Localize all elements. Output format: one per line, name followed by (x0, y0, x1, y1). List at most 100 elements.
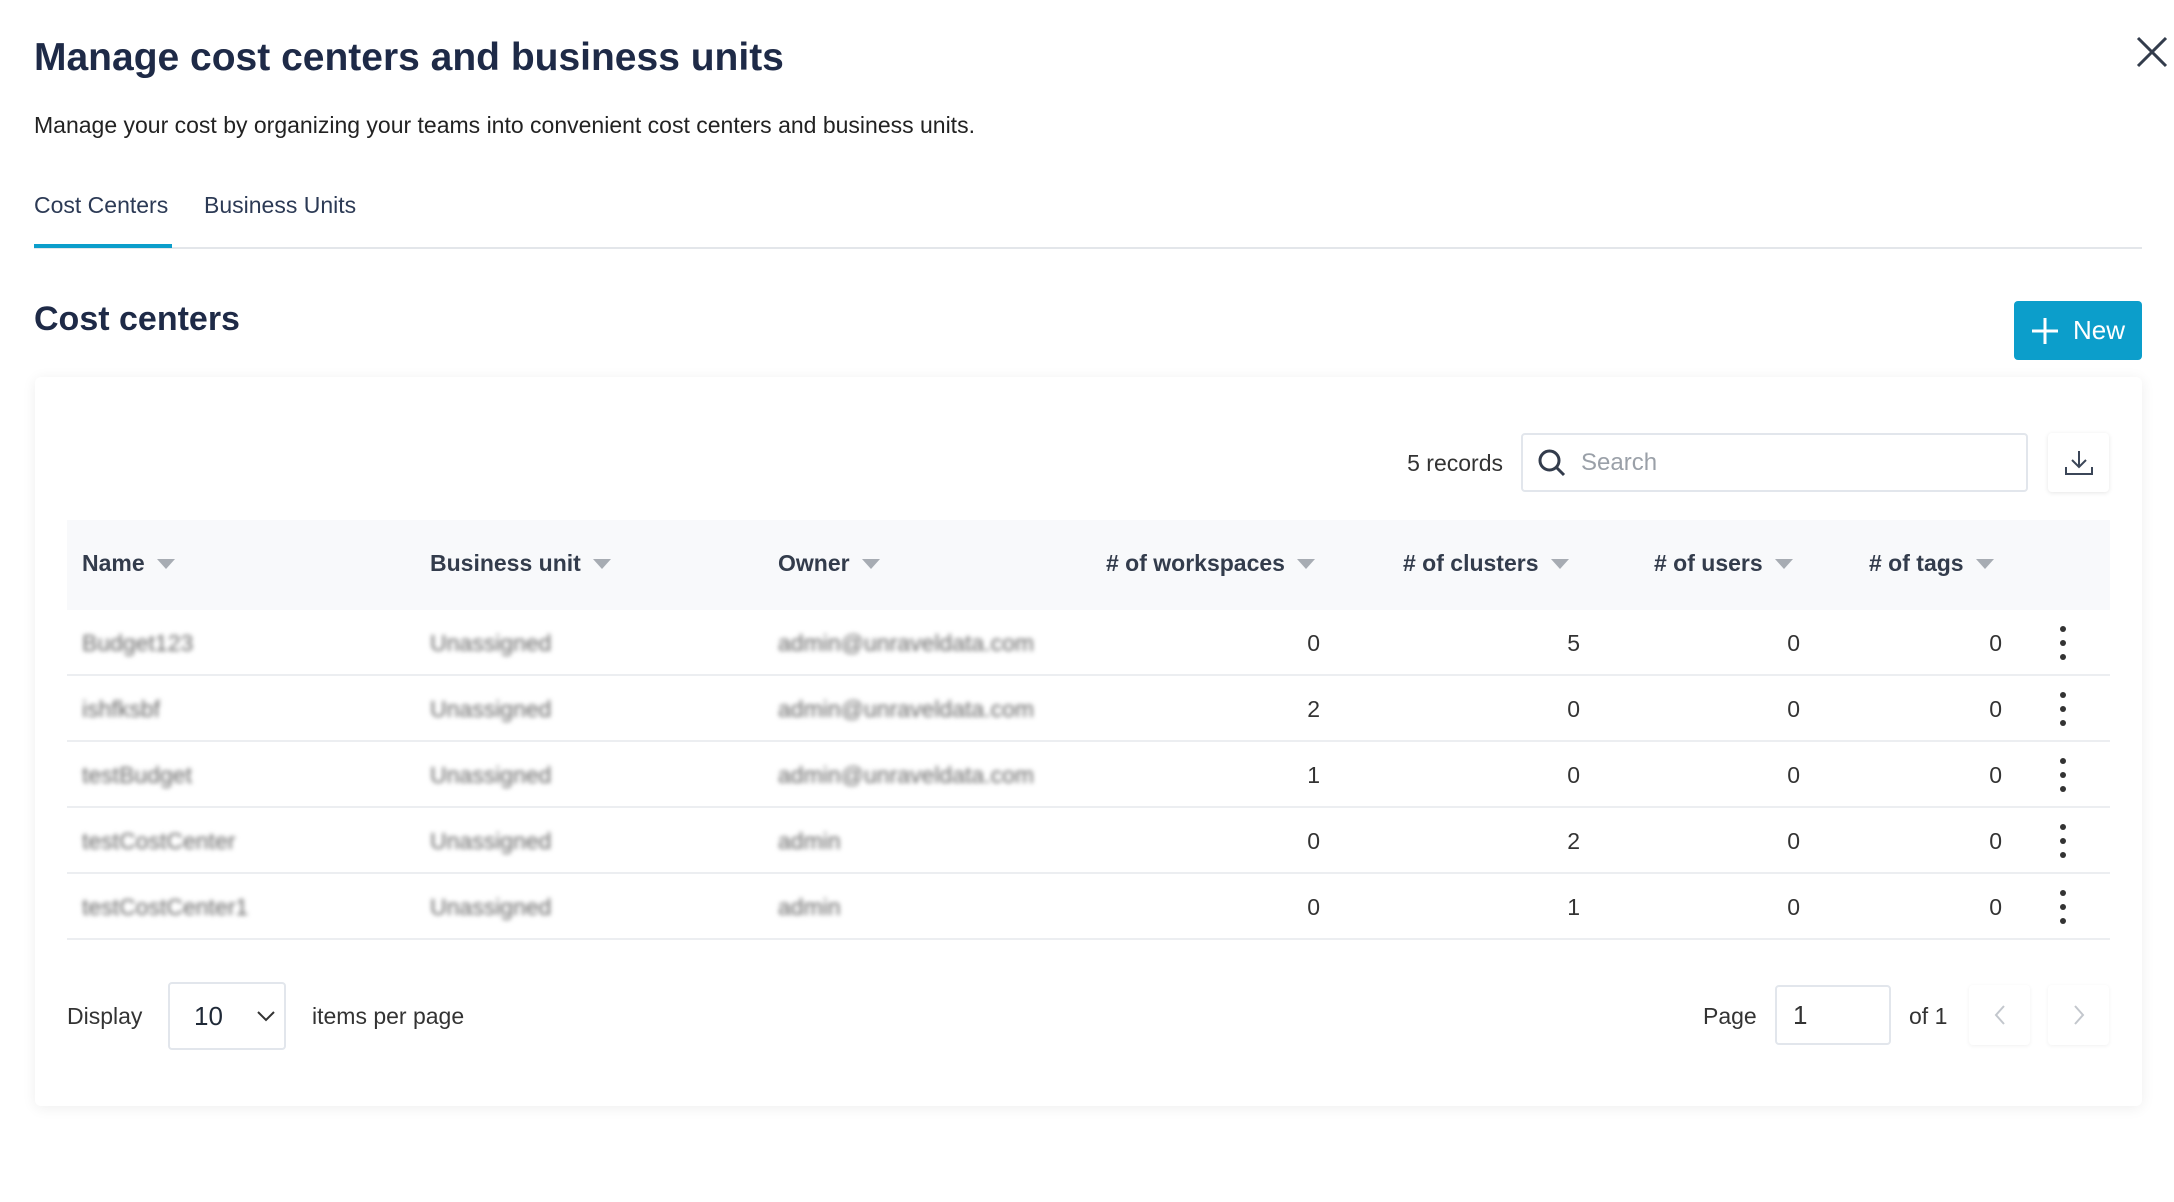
search-box[interactable] (1521, 433, 2028, 492)
records-count: 5 records (1407, 450, 1503, 476)
chevron-down-icon (257, 1011, 275, 1022)
section-title: Cost centers (34, 300, 240, 338)
download-button[interactable] (2048, 433, 2109, 492)
close-icon (2136, 36, 2168, 68)
row-actions-menu[interactable] (2055, 824, 2071, 858)
cell-business-unit: Unassigned (430, 894, 552, 920)
tab-cost-centers[interactable]: Cost Centers (34, 192, 169, 218)
column-header-label: Name (82, 550, 145, 576)
search-icon (1538, 449, 1566, 476)
cell-name: testCostCenter (82, 828, 236, 854)
next-page-button[interactable] (2048, 985, 2109, 1045)
items-per-page-label: items per page (312, 1003, 465, 1029)
column-header-workspaces[interactable]: # of workspaces (1106, 550, 1315, 577)
page-number-input[interactable] (1775, 985, 1891, 1045)
column-header-clusters[interactable]: # of clusters (1403, 550, 1569, 577)
download-icon (2064, 450, 2093, 475)
cell-business-unit: Unassigned (430, 762, 552, 788)
active-tab-indicator (34, 244, 172, 248)
sort-icon (156, 558, 175, 569)
sort-icon (1975, 558, 1994, 569)
cell-tags: 0 (1989, 630, 2002, 656)
cell-workspaces: 1 (1307, 762, 1320, 788)
prev-page-button[interactable] (1969, 985, 2030, 1045)
cell-tags: 0 (1989, 828, 2002, 854)
cell-name: Budget123 (82, 630, 194, 656)
sort-icon (1296, 558, 1315, 569)
cell-owner: admin (778, 828, 841, 854)
column-header-users[interactable]: # of users (1654, 550, 1793, 577)
cell-clusters: 0 (1567, 762, 1580, 788)
table-row: testBudget Unassigned admin@unraveldata.co… (67, 742, 2110, 808)
cell-tags: 0 (1989, 762, 2002, 788)
kebab-icon (2060, 692, 2066, 698)
kebab-icon (2060, 626, 2066, 632)
column-header-label: # of tags (1869, 550, 1964, 576)
cell-workspaces: 0 (1307, 828, 1320, 854)
cell-name: testBudget (82, 762, 192, 788)
plus-icon (2031, 317, 2058, 344)
table-row: testCostCenter1 Unassigned admin 0 1 0 0 (67, 874, 2110, 940)
cell-workspaces: 0 (1307, 894, 1320, 920)
cell-tags: 0 (1989, 894, 2002, 920)
display-label: Display (67, 1003, 143, 1029)
cell-owner: admin@unraveldata.com (778, 630, 1035, 656)
sort-icon (1774, 558, 1793, 569)
table-row: testCostCenter Unassigned admin 0 2 0 0 (67, 808, 2110, 874)
sort-icon (592, 558, 611, 569)
cell-tags: 0 (1989, 696, 2002, 722)
cell-name: testCostCenter1 (82, 894, 249, 920)
column-header-label: Business unit (430, 550, 581, 576)
sort-icon (1550, 558, 1569, 569)
column-header-label: # of users (1654, 550, 1763, 576)
new-button[interactable]: New (2014, 301, 2142, 360)
row-actions-menu[interactable] (2055, 692, 2071, 726)
cell-business-unit: Unassigned (430, 630, 552, 656)
search-input[interactable] (1581, 448, 2001, 477)
tabs-divider (34, 247, 2142, 249)
cell-business-unit: Unassigned (430, 828, 552, 854)
items-per-page-value: 10 (194, 1000, 223, 1031)
kebab-icon (2060, 758, 2066, 764)
column-header-name[interactable]: Name (82, 550, 175, 577)
column-header-label: Owner (778, 550, 850, 576)
column-header-label: # of workspaces (1106, 550, 1285, 576)
cell-owner: admin@unraveldata.com (778, 762, 1035, 788)
chevron-right-icon (2073, 1005, 2084, 1025)
cell-clusters: 1 (1567, 894, 1580, 920)
row-actions-menu[interactable] (2055, 758, 2071, 792)
page-label: Page (1703, 1003, 1757, 1029)
column-header-tags[interactable]: # of tags (1869, 550, 1994, 577)
cell-users: 0 (1787, 696, 1800, 722)
tab-business-units[interactable]: Business Units (204, 192, 357, 218)
cell-users: 0 (1787, 762, 1800, 788)
page-total: of 1 (1909, 1003, 1948, 1029)
table-header (67, 520, 2110, 610)
cell-owner: admin@unraveldata.com (778, 696, 1035, 722)
row-actions-menu[interactable] (2055, 626, 2071, 660)
row-actions-menu[interactable] (2055, 890, 2071, 924)
column-header-business-unit[interactable]: Business unit (430, 550, 611, 577)
cell-workspaces: 0 (1307, 630, 1320, 656)
page-subtitle: Manage your cost by organizing your team… (34, 112, 975, 138)
table-row: ishfksbf Unassigned admin@unraveldata.com 2… (67, 676, 2110, 742)
table-row: Budget123 Unassigned admin@unraveldata.com… (67, 610, 2110, 676)
cell-users: 0 (1787, 630, 1800, 656)
cell-users: 0 (1787, 828, 1800, 854)
cell-users: 0 (1787, 894, 1800, 920)
cell-clusters: 5 (1567, 630, 1580, 656)
new-button-label: New (2072, 315, 2125, 345)
cell-clusters: 2 (1567, 828, 1580, 854)
close-button[interactable] (2132, 32, 2172, 72)
column-header-owner[interactable]: Owner (778, 550, 880, 577)
kebab-icon (2060, 890, 2066, 896)
column-header-label: # of clusters (1403, 550, 1539, 576)
kebab-icon (2060, 824, 2066, 830)
cell-name: ishfksbf (82, 696, 160, 722)
cell-business-unit: Unassigned (430, 696, 552, 722)
cell-owner: admin (778, 894, 841, 920)
items-per-page-select[interactable]: 10 (168, 982, 286, 1050)
cell-clusters: 0 (1567, 696, 1580, 722)
chevron-left-icon (1994, 1005, 2005, 1025)
cell-workspaces: 2 (1307, 696, 1320, 722)
